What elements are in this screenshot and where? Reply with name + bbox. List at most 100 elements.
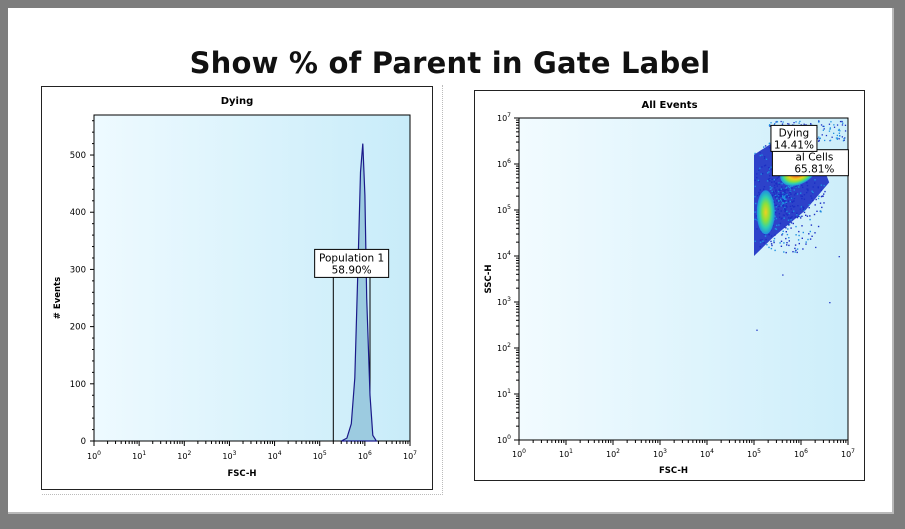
event-dot [795,121,797,123]
event-dot [788,244,790,247]
event-dot [786,242,788,244]
histogram-panel: Dying Population 1 58.90% 0 100 200 300 400 500… [41,86,433,490]
event-dot [818,136,820,138]
event-dot [782,195,784,197]
event-dot [779,216,781,218]
event-dot [781,203,783,205]
event-dot [788,212,790,215]
event-dot [774,193,776,196]
event-dot [786,195,788,197]
event-dot [817,225,820,228]
event-dot [838,132,840,134]
gate-label-box [771,149,849,177]
event-dot [775,121,777,123]
event-dot [778,183,780,185]
event-dot [785,196,787,198]
event-dot [822,129,824,131]
event-dot [790,222,793,224]
event-dot [812,192,814,194]
event-dot [785,202,788,204]
event-dot [786,233,789,236]
event-dot [820,124,823,126]
event-dot [783,194,785,196]
event-dot [766,180,769,182]
event-dot [787,213,789,215]
event-dot [801,215,803,217]
event-dot [785,237,787,240]
event-dot [800,195,802,197]
event-dot [820,184,823,186]
event-dot [774,195,777,197]
event-dot [780,120,782,123]
event-dot [793,206,795,208]
event-dot [793,210,795,212]
event-dot [793,194,796,196]
event-dot [797,205,799,207]
event-dot [767,172,769,174]
event-dot [825,134,828,137]
event-dot [844,137,846,139]
event-dot [788,194,790,197]
event-dot [782,199,784,201]
event-dot [822,125,824,127]
event-dot [785,251,787,254]
event-dot [778,196,780,199]
event-dot [798,234,800,237]
outlier-dot [838,256,840,258]
event-dot [817,186,819,188]
event-dot [798,184,801,186]
event-dot [817,197,820,200]
event-dot [779,195,782,197]
gate-label-percent: 14.41% [774,139,814,151]
histogram-peak [341,143,378,442]
event-dot [777,194,780,197]
event-dot [785,205,787,207]
event-dot [780,245,783,247]
event-dot [808,207,810,209]
event-dot [823,184,825,187]
scatter-panel: All Events al Cells 65.81% Dying 14.41% 100 1… [474,90,865,481]
event-dot [785,189,787,191]
event-dot [823,193,825,195]
event-dot [770,243,773,245]
event-dot [836,138,838,140]
event-dot [809,238,812,240]
event-dot [791,201,794,203]
event-dot [774,187,776,189]
event-dot [756,173,758,175]
event-dot [791,205,794,207]
event-dot [789,186,791,188]
event-dot [773,240,775,242]
event-dot [766,244,768,246]
event-dot [780,200,783,202]
event-dot [760,173,762,175]
event-dot [813,213,816,216]
event-dot [783,207,786,210]
event-dot [839,130,841,132]
y-tick-label: 104 [497,250,511,261]
event-dot [774,211,777,214]
event-dot [811,235,813,237]
event-dot [799,215,801,218]
event-dot [780,218,782,220]
event-dot [778,189,781,192]
event-dot [814,182,816,184]
event-dot [794,251,796,253]
event-dot [775,179,777,181]
event-dot [788,240,790,242]
event-dot [789,188,792,190]
event-dot [790,193,792,195]
event-dot [773,241,775,244]
event-dot [803,194,806,196]
event-dot [780,192,782,194]
event-dot [783,195,786,197]
event-dot [831,136,833,138]
event-dot [774,194,777,196]
event-dot [829,128,831,130]
event-dot [785,231,787,233]
event-dot [773,192,775,194]
event-dot [769,175,771,177]
event-dot [767,178,770,180]
event-dot [793,200,795,202]
event-dot [808,204,810,206]
